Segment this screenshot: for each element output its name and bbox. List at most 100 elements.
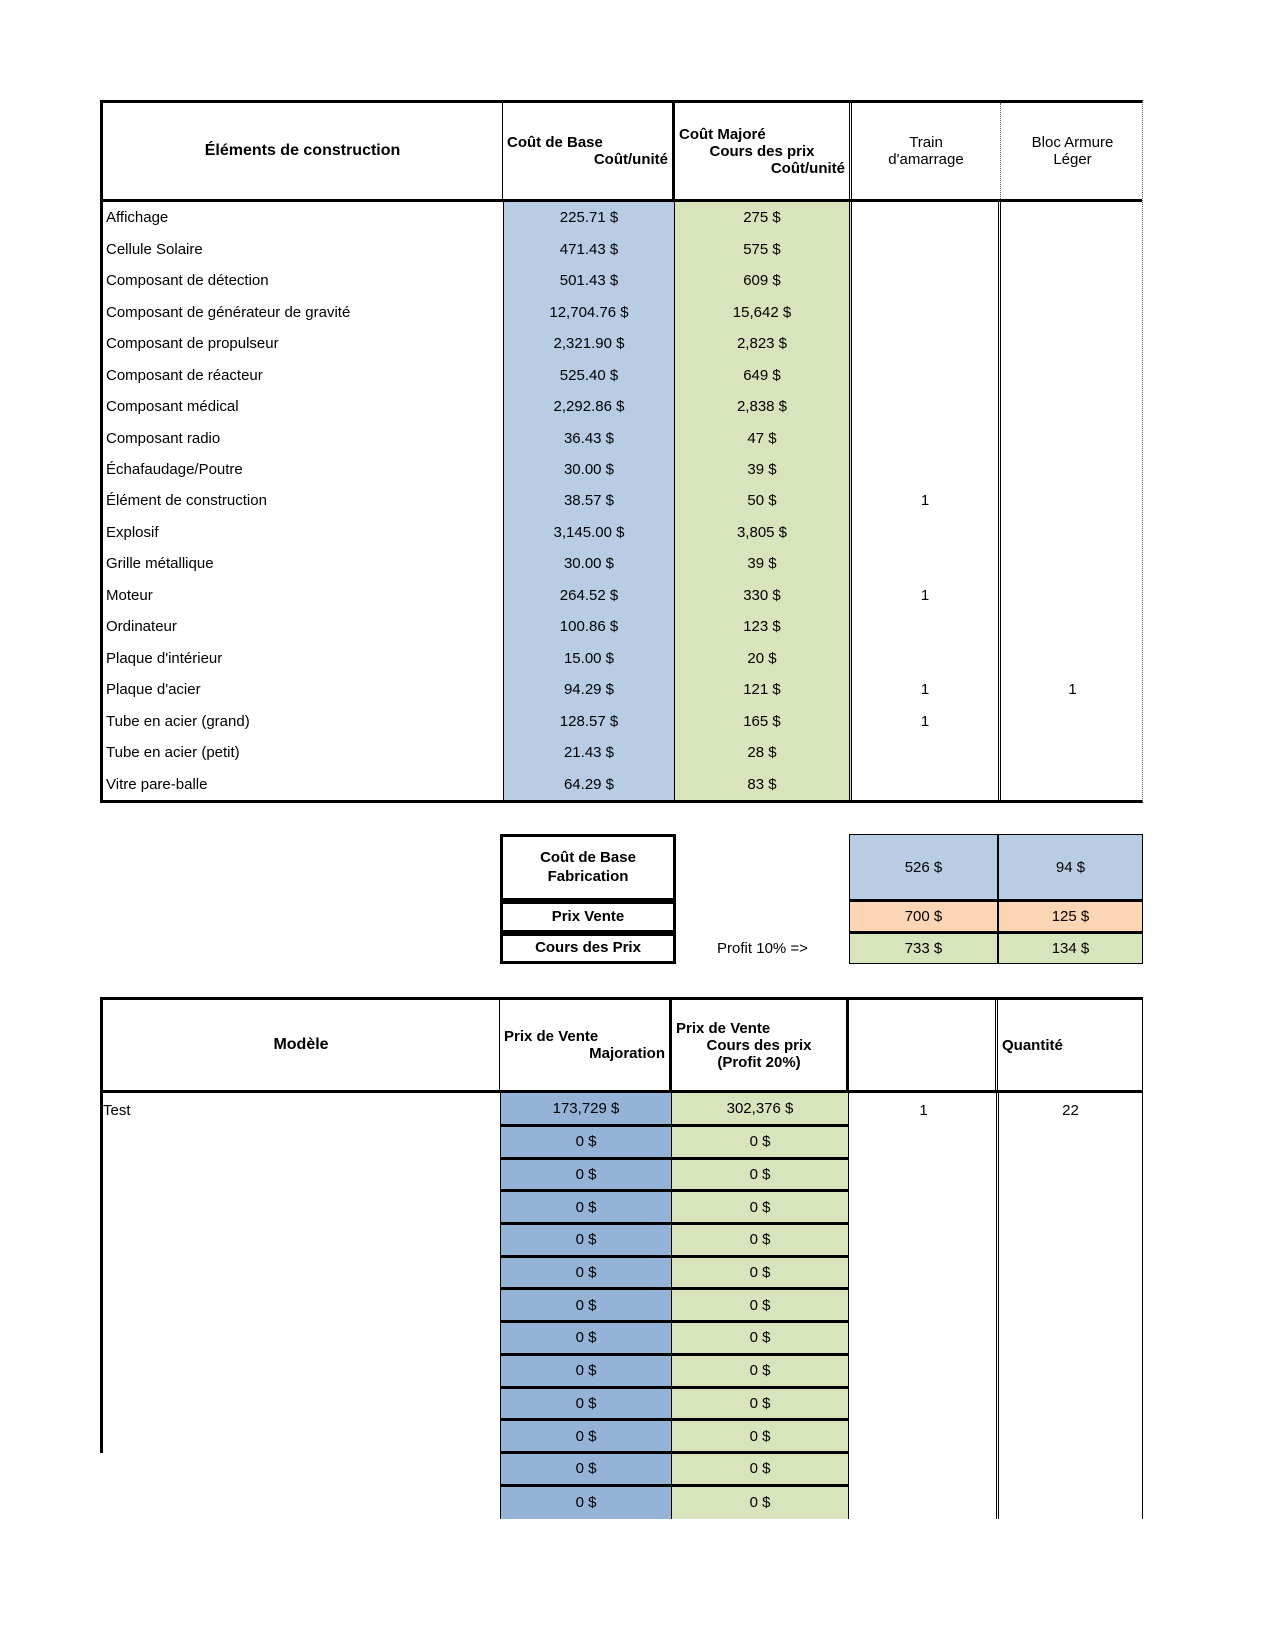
cell-quantite[interactable] xyxy=(998,1323,1143,1356)
cell-count[interactable] xyxy=(849,1225,998,1258)
cell-count[interactable] xyxy=(849,1258,998,1291)
cell-cout-de-base[interactable]: 12,704.76 $ xyxy=(503,296,675,328)
cell-count[interactable] xyxy=(849,1290,998,1323)
cell-train-amarrage[interactable] xyxy=(852,611,1001,643)
cell-element-name[interactable]: Moteur xyxy=(106,586,153,604)
cell-prix-vente-majoration[interactable]: 0 $ xyxy=(500,1421,672,1454)
cell-modele-name[interactable] xyxy=(100,1192,500,1225)
cell-bloc-armure[interactable] xyxy=(1001,233,1144,264)
cell-train-amarrage[interactable] xyxy=(852,516,1001,549)
cell-quantite[interactable] xyxy=(998,1290,1143,1323)
cell-cout-de-base[interactable]: 225.71 $ xyxy=(503,202,675,234)
cell-train-amarrage[interactable]: 1 xyxy=(852,674,1001,706)
cell-modele-name[interactable] xyxy=(100,1290,500,1323)
header-prix-vente-majoration[interactable]: Prix de Vente Majoration xyxy=(500,1000,672,1090)
cell-train-amarrage[interactable]: 1 xyxy=(852,579,1001,612)
cell-element-name[interactable]: Composant de générateur de gravité xyxy=(106,303,351,321)
cell-cout-de-base[interactable]: 525.40 $ xyxy=(503,359,675,391)
cell-count[interactable] xyxy=(849,1421,998,1454)
cell-cout-majore[interactable]: 28 $ xyxy=(675,736,852,769)
cell-count[interactable] xyxy=(849,1389,998,1422)
cell-cout-majore[interactable]: 3,805 $ xyxy=(675,516,852,549)
cell-cout-de-base[interactable]: 2,321.90 $ xyxy=(503,327,675,360)
cell-cout-majore[interactable]: 83 $ xyxy=(675,768,852,800)
cell-quantite[interactable] xyxy=(998,1356,1143,1389)
cell-cout-majore[interactable]: 121 $ xyxy=(675,674,852,706)
cell-bloc-armure[interactable] xyxy=(1001,737,1144,768)
cell-element-name[interactable]: Tube en acier (grand) xyxy=(106,712,250,730)
cell-modele-name[interactable] xyxy=(100,1127,500,1160)
cell-train-amarrage[interactable] xyxy=(852,768,1001,800)
cell-modele-name[interactable] xyxy=(100,1421,500,1454)
cell-prix-vente-majoration[interactable]: 0 $ xyxy=(500,1225,672,1258)
header-elements-de-construction[interactable]: Éléments de construction xyxy=(103,103,503,199)
cell-prix-vente-cours[interactable]: 0 $ xyxy=(672,1486,849,1520)
cell-modele-name[interactable]: Test xyxy=(103,1101,131,1119)
cell-quantite[interactable] xyxy=(998,1225,1143,1258)
cell-modele-name[interactable] xyxy=(100,1487,500,1520)
cell-fabrication-bloc[interactable]: 94 $ xyxy=(998,834,1143,901)
cell-train-amarrage[interactable] xyxy=(852,422,1001,454)
cell-cout-majore[interactable]: 275 $ xyxy=(675,202,852,234)
cell-cout-majore[interactable]: 575 $ xyxy=(675,233,852,265)
cell-cout-majore[interactable]: 47 $ xyxy=(675,422,852,454)
cell-prix-vente-majoration[interactable]: 0 $ xyxy=(500,1388,672,1422)
cell-prix-vente-majoration[interactable]: 0 $ xyxy=(500,1192,672,1226)
cell-cout-majore[interactable]: 123 $ xyxy=(675,611,852,643)
cell-element-name[interactable]: Composant médical xyxy=(106,398,239,416)
cell-element-name[interactable]: Vitre pare-balle xyxy=(106,775,208,793)
cell-bloc-armure[interactable] xyxy=(1001,202,1144,233)
cell-fabrication-train[interactable]: 526 $ xyxy=(849,834,998,901)
header-empty-column[interactable] xyxy=(849,1000,998,1090)
cell-prix-vente-majoration[interactable]: 0 $ xyxy=(500,1453,672,1487)
cell-modele-name[interactable] xyxy=(100,1160,500,1193)
cell-count[interactable] xyxy=(849,1323,998,1356)
cell-bloc-armure[interactable] xyxy=(1001,485,1144,516)
cell-quantite[interactable]: 22 xyxy=(1062,1101,1079,1119)
cell-train-amarrage[interactable] xyxy=(852,264,1001,297)
cell-cout-majore[interactable]: 39 $ xyxy=(675,453,852,486)
cell-bloc-armure[interactable] xyxy=(1001,768,1144,799)
cell-quantite[interactable] xyxy=(998,1192,1143,1225)
cell-quantite[interactable] xyxy=(998,1389,1143,1422)
cell-bloc-armure[interactable] xyxy=(1001,580,1144,611)
cell-element-name[interactable]: Composant de réacteur xyxy=(106,366,263,384)
cell-element-name[interactable]: Grille métallique xyxy=(106,555,214,573)
cell-cout-de-base[interactable]: 128.57 $ xyxy=(503,705,675,737)
cell-count[interactable] xyxy=(849,1127,998,1160)
cell-train-amarrage[interactable] xyxy=(852,296,1001,328)
cell-bloc-armure[interactable] xyxy=(1001,328,1144,359)
prix-vente-box[interactable]: Prix Vente xyxy=(500,901,676,933)
cell-quantite[interactable] xyxy=(998,1421,1143,1454)
cell-train-amarrage[interactable] xyxy=(852,548,1001,580)
cell-prix-vente-cours[interactable]: 0 $ xyxy=(672,1453,849,1487)
header-cout-majore[interactable]: Coût Majoré Cours des prix Coût/unité xyxy=(675,103,852,199)
cell-bloc-armure[interactable] xyxy=(1001,422,1144,453)
cell-train-amarrage[interactable] xyxy=(852,359,1001,391)
header-quantite[interactable]: Quantité xyxy=(998,1000,1140,1090)
cell-cout-de-base[interactable]: 264.52 $ xyxy=(503,579,675,612)
cell-prix-vente-majoration[interactable]: 0 $ xyxy=(500,1159,672,1193)
cell-count[interactable] xyxy=(849,1487,998,1520)
cell-element-name[interactable]: Affichage xyxy=(106,209,169,227)
cell-cout-majore[interactable]: 2,838 $ xyxy=(675,390,852,423)
cell-cout-de-base[interactable]: 36.43 $ xyxy=(503,422,675,454)
cell-cout-majore[interactable]: 2,823 $ xyxy=(675,327,852,360)
cell-element-name[interactable]: Composant de détection xyxy=(106,272,269,290)
cell-prix-vente-majoration[interactable]: 0 $ xyxy=(500,1257,672,1291)
header-prix-vente-cours[interactable]: Prix de Vente Cours des prix (Profit 20%… xyxy=(672,1000,849,1090)
cell-bloc-armure[interactable] xyxy=(1001,359,1144,390)
cell-count[interactable]: 1 xyxy=(919,1101,928,1119)
cell-cout-majore[interactable]: 50 $ xyxy=(675,485,852,517)
cell-cours-bloc[interactable]: 134 $ xyxy=(998,933,1143,964)
cell-element-name[interactable]: Tube en acier (petit) xyxy=(106,744,240,762)
cell-quantite[interactable] xyxy=(998,1258,1143,1291)
cell-bloc-armure[interactable] xyxy=(1001,517,1144,548)
cell-modele-name[interactable] xyxy=(100,1454,500,1487)
cell-quantite[interactable] xyxy=(998,1487,1143,1520)
cell-cours-train[interactable]: 733 $ xyxy=(849,933,998,964)
cours-des-prix-box[interactable]: Cours des Prix xyxy=(500,933,676,964)
cell-train-amarrage[interactable] xyxy=(852,327,1001,360)
cell-modele-name[interactable] xyxy=(100,1356,500,1389)
cell-train-amarrage[interactable] xyxy=(852,202,1001,234)
